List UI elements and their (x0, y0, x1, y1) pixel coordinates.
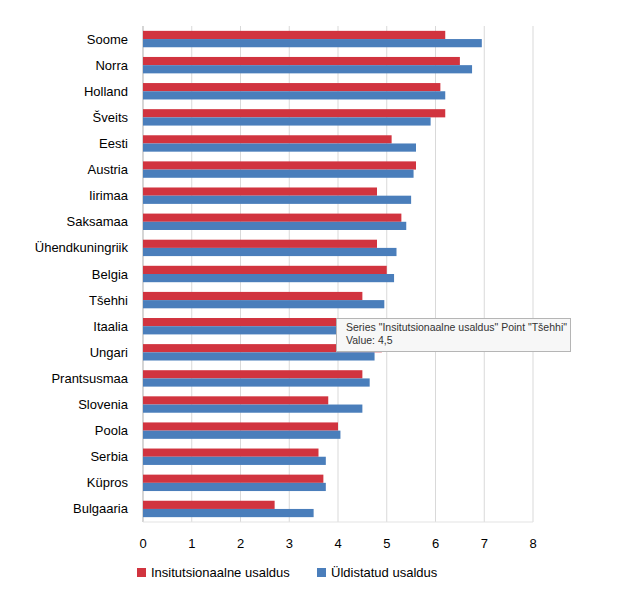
category-label: Soome (87, 32, 128, 47)
bar (143, 83, 440, 91)
bar (143, 143, 416, 151)
legend-swatch (317, 568, 326, 577)
bar (143, 109, 445, 117)
bar (143, 91, 445, 99)
tooltip-text: Series "Insitutsionaalne usaldus" Point … (346, 321, 567, 333)
bar (143, 509, 314, 517)
tick-label: 4 (334, 536, 341, 551)
category-label: Šveits (93, 110, 129, 125)
bar (143, 396, 328, 404)
bar (143, 170, 414, 178)
tooltip-text: Value: 4,5 (346, 334, 393, 346)
bars (143, 31, 482, 517)
category-label: Serbia (90, 449, 128, 464)
bar (143, 161, 416, 169)
grid-line (435, 26, 436, 522)
bar (143, 31, 445, 39)
tick-label: 8 (529, 536, 536, 551)
category-label: Saksamaa (67, 214, 129, 229)
category-label: Itaalia (93, 319, 128, 334)
bar (143, 431, 340, 439)
category-label: Iirimaa (89, 188, 129, 203)
category-label: Eesti (99, 136, 128, 151)
axis-line (143, 522, 533, 523)
tick-label: 7 (481, 536, 488, 551)
chart-container: Soome Norra Holland Šveits Eesti Austria Iirim… (0, 0, 624, 597)
bar (143, 117, 431, 125)
bar (143, 422, 338, 430)
bar (143, 222, 406, 230)
bar (143, 405, 362, 413)
bar (143, 318, 338, 326)
bar (143, 352, 375, 360)
tick-label: 1 (188, 536, 195, 551)
bar (143, 274, 394, 282)
bar (143, 39, 482, 47)
category-label: Küpros (87, 475, 129, 490)
category-label: Slovenia (78, 397, 129, 412)
category-label: Tšehhi (89, 293, 128, 308)
bar (143, 449, 319, 457)
tooltip-box (337, 319, 571, 352)
bar (143, 475, 323, 483)
chart-svg: Soome Norra Holland Šveits Eesti Austria Iirim… (0, 0, 624, 597)
bar (143, 378, 370, 386)
bar (143, 300, 384, 308)
grid-line (484, 26, 485, 522)
tick-label: 0 (139, 536, 146, 551)
tick-label: 2 (237, 536, 244, 551)
tick-label: 3 (286, 536, 293, 551)
tick-label: 5 (383, 536, 390, 551)
category-label: Holland (84, 84, 128, 99)
bar (143, 187, 377, 195)
bar (143, 214, 401, 222)
category-label: Prantsusmaa (51, 371, 128, 386)
bar (143, 483, 326, 491)
bar (143, 501, 275, 509)
bar (143, 370, 362, 378)
legend-label: Insitutsionaalne usaldus (151, 565, 290, 580)
bar (143, 57, 460, 65)
tooltip: Series "Insitutsionaalne usaldus" Point … (337, 319, 571, 352)
category-label: Ühendkuningriik (35, 240, 129, 255)
category-label: Norra (95, 58, 128, 73)
category-label: Poola (95, 423, 129, 438)
grid-line (533, 26, 534, 522)
bar (143, 65, 472, 73)
bar (143, 240, 377, 248)
bar (143, 196, 411, 204)
category-label: Austria (88, 162, 129, 177)
tick-label: 6 (432, 536, 439, 551)
bar (143, 248, 397, 256)
category-label: Bulgaaria (73, 501, 129, 516)
bar (143, 135, 392, 143)
legend-label: Üldistatud usaldus (331, 565, 438, 580)
category-label: Ungari (90, 345, 128, 360)
bar (143, 266, 387, 274)
legend-swatch (137, 568, 146, 577)
category-label: Belgia (92, 267, 129, 282)
bar (143, 457, 326, 465)
bar (143, 292, 362, 300)
